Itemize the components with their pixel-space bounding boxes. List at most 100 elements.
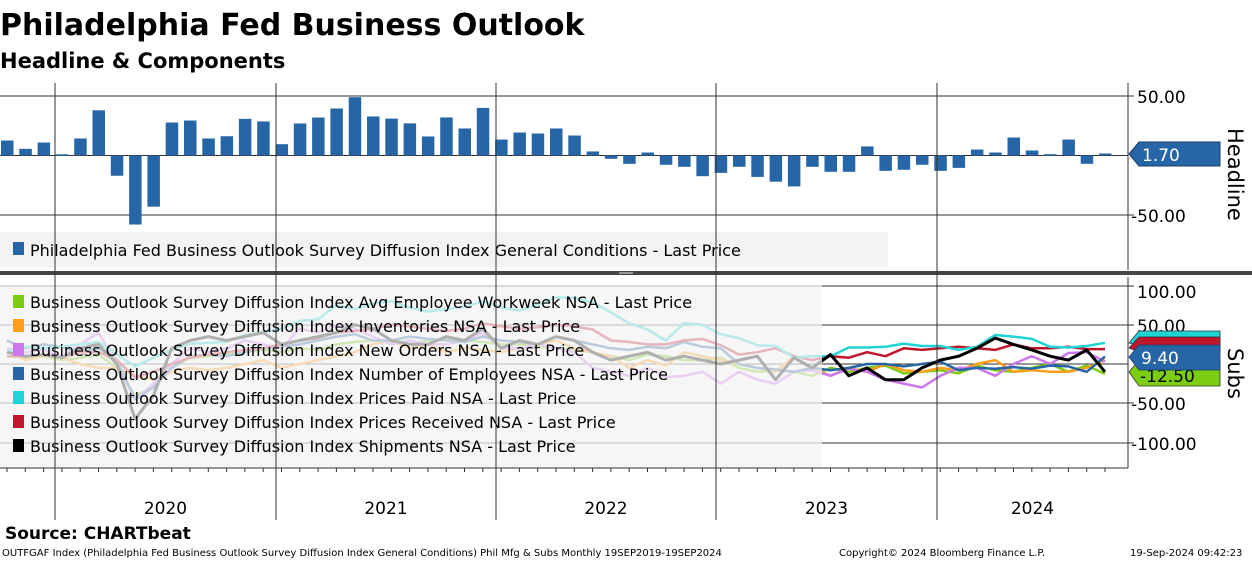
subs-last-value-tags: -12.50 9.40: [1128, 330, 1221, 387]
subs-panel: Business Outlook Survey Diffusion Index …: [0, 283, 1247, 468]
headline-bar: [806, 155, 819, 167]
headline-bar: [147, 155, 160, 207]
year-gridlines: [6, 83, 1106, 520]
headline-bar: [1099, 153, 1112, 156]
legend-marker-inventories: [13, 319, 24, 332]
headline-bar: [550, 128, 563, 156]
headline-bar: [568, 135, 581, 156]
headline-bar: [275, 144, 288, 156]
y-tick-label: -100.00: [1131, 435, 1197, 455]
headline-bar: [641, 152, 654, 156]
headline-bar: [861, 146, 874, 156]
headline-bar: [751, 155, 764, 177]
headline-bar: [385, 118, 398, 156]
headline-bar: [74, 138, 87, 156]
legend-label: Business Outlook Survey Diffusion Index …: [30, 437, 576, 456]
employees-tag: [1128, 344, 1221, 371]
headline-bar: [696, 155, 709, 177]
headline-bar: [824, 155, 837, 172]
legend-marker-prices-received: [13, 415, 24, 428]
y-tick-label: -50.00: [1131, 395, 1186, 415]
headline-bar: [1062, 139, 1075, 156]
y-tick-label: 50.00: [1137, 88, 1186, 108]
headline-bar: [312, 117, 325, 156]
year-label: 2024: [1011, 499, 1054, 519]
headline-bar: [403, 123, 417, 156]
headline-last-value-tag: 1.70: [1128, 141, 1221, 167]
headline-panel: Philadelphia Fed Business Outlook Survey…: [0, 88, 1247, 267]
headline-legend-box: [0, 232, 888, 267]
workweek-tag-value: -12.50: [1140, 367, 1195, 387]
headline-bar: [421, 136, 435, 156]
legend-marker-prices-paid: [13, 391, 24, 404]
headline-bar: [970, 149, 984, 156]
source-label: Source: CHARTbeat: [5, 524, 191, 544]
headline-bar: [916, 155, 929, 165]
chart-subtitle: Headline & Components: [0, 49, 285, 73]
headline-bar: [769, 155, 783, 182]
headline-bar: [348, 97, 362, 156]
headline-bar: [37, 142, 51, 156]
headline-bar: [220, 136, 234, 156]
x-axis-year-labels: 2020 2021 2022 2023 2024: [144, 499, 1054, 519]
footer-copyright: Copyright© 2024 Bloomberg Finance L.P.: [839, 548, 1045, 559]
headline-bar: [897, 155, 911, 170]
separator-grip-icon: [619, 272, 633, 274]
headline-bar: [733, 155, 746, 167]
headline-bar: [531, 133, 545, 156]
year-label: 2021: [364, 499, 407, 519]
headline-bar: [513, 132, 526, 156]
headline-bar: [787, 155, 801, 187]
headline-bar: [989, 152, 1002, 156]
headline-bar: [659, 155, 673, 165]
legend-label-headline: Philadelphia Fed Business Outlook Survey…: [30, 241, 741, 260]
headline-bar: [952, 155, 966, 168]
chart-title: Philadelphia Fed Business Outlook: [0, 8, 586, 43]
headline-bar: [458, 128, 471, 156]
subs-legend: Business Outlook Survey Diffusion Index …: [13, 293, 692, 456]
headline-bar: [129, 155, 142, 225]
headline-bar: [1, 140, 14, 156]
headline-tag-value: 1.70: [1142, 146, 1180, 166]
year-label: 2022: [584, 499, 627, 519]
panel-label-headline: Headline: [1223, 128, 1247, 221]
panel-label-subs: Subs: [1223, 348, 1247, 399]
headline-bar: [842, 155, 856, 172]
headline-bar: [55, 154, 69, 156]
y-tick-label: 100.00: [1137, 283, 1196, 303]
legend-label: Business Outlook Survey Diffusion Index …: [30, 317, 580, 336]
headline-bar: [330, 108, 343, 156]
legend-marker-headline: [13, 242, 24, 255]
headline-bar: [879, 155, 892, 171]
legend-marker-employees: [13, 367, 24, 380]
headline-bar: [1044, 154, 1057, 156]
subs-legend-box: [0, 285, 822, 468]
headline-bar: [440, 117, 453, 156]
year-label: 2023: [805, 499, 848, 519]
legend-marker-workweek: [13, 295, 24, 308]
headline-bar: [495, 139, 508, 156]
headline-bar: [184, 120, 197, 156]
footer-timestamp: 19-Sep-2024 09:42:23: [1130, 548, 1242, 559]
headline-bar: [586, 151, 600, 156]
headline-bar: [714, 155, 728, 173]
legend-label: Business Outlook Survey Diffusion Index …: [30, 293, 692, 312]
y-tick-label: -50.00: [1131, 207, 1186, 227]
headline-bar: [934, 155, 947, 171]
headline-bar: [367, 116, 380, 156]
headline-bar: [257, 121, 270, 156]
employees-tag-value: 9.40: [1141, 349, 1179, 369]
headline-bar: [293, 123, 307, 156]
headline-bar: [476, 107, 490, 156]
headline-bar: [19, 148, 32, 156]
legend-label: Business Outlook Survey Diffusion Index …: [30, 413, 616, 432]
headline-bar: [165, 122, 179, 156]
legend-marker-shipments: [13, 439, 24, 452]
footer-description: OUTFGAF Index (Philadelphia Fed Business…: [2, 548, 722, 559]
headline-bar: [110, 155, 124, 176]
headline-bar: [202, 138, 215, 156]
legend-label: Business Outlook Survey Diffusion Index …: [30, 365, 668, 384]
headline-bar: [1025, 150, 1039, 156]
legend-label: Business Outlook Survey Diffusion Index …: [30, 389, 576, 408]
